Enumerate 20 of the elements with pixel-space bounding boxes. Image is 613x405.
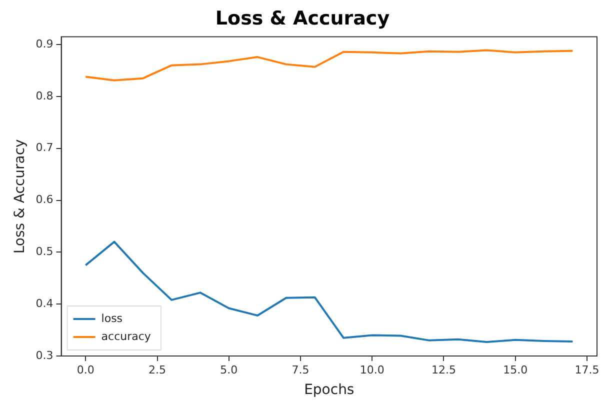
x-tick-label: 5.0 xyxy=(220,363,238,376)
y-tick-label: 0.4 xyxy=(36,296,54,310)
y-tick-label: 0.8 xyxy=(36,89,54,102)
x-axis-title: Epochs xyxy=(304,382,354,398)
y-tick-label: 0.5 xyxy=(36,245,54,258)
x-tick-label: 2.5 xyxy=(148,363,166,376)
x-tick-label: 12.5 xyxy=(431,363,456,376)
x-tick-label: 10.0 xyxy=(360,363,384,376)
y-axis-title: Loss & Accuracy xyxy=(12,139,28,254)
x-tick-label: 15.0 xyxy=(503,363,528,376)
x-tick-label: 7.5 xyxy=(292,363,310,376)
y-tick-label: 0.3 xyxy=(36,348,54,362)
legend-label: loss xyxy=(101,312,123,325)
legend-label: accuracy xyxy=(101,330,152,343)
y-tick-label: 0.9 xyxy=(36,37,54,50)
chart-title: Loss & Accuracy xyxy=(215,7,390,30)
x-tick-label: 17.5 xyxy=(574,363,600,376)
y-tick-label: 0.7 xyxy=(36,141,54,154)
y-tick-label: 0.6 xyxy=(36,193,54,206)
x-tick-label: 0.0 xyxy=(76,363,94,376)
